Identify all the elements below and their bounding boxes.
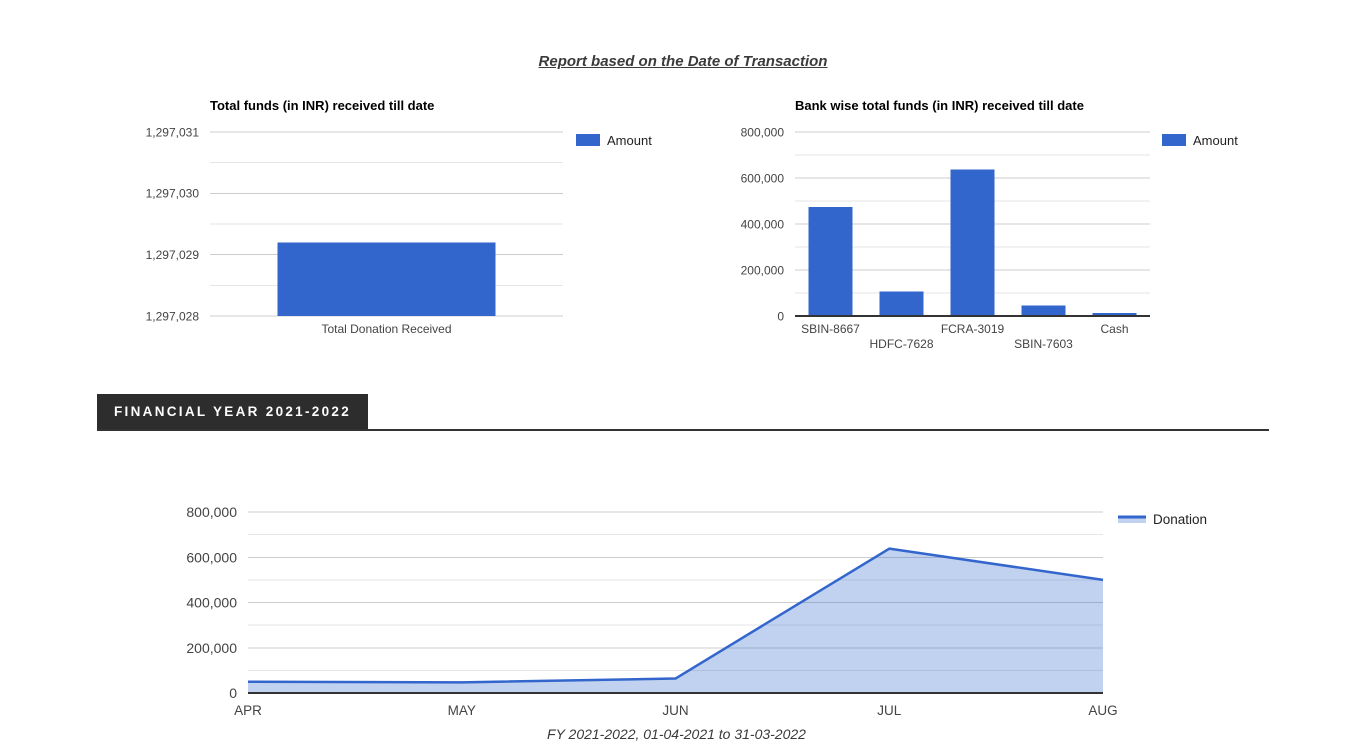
y-axis-label: 800,000 bbox=[186, 504, 237, 520]
section-divider bbox=[97, 429, 1269, 431]
x-axis-label: SBIN-8667 bbox=[801, 322, 860, 336]
y-axis-label: 1,297,029 bbox=[146, 248, 200, 262]
fy-monthly-donation-chart: 0 200,000 400,000 600,000 800,000 APR MAY JUN JU… bbox=[186, 504, 1207, 718]
y-axis-label: 200,000 bbox=[186, 640, 237, 656]
legend-swatch bbox=[1162, 134, 1186, 146]
bar-cash[interactable] bbox=[1092, 313, 1137, 316]
line-series-donation[interactable] bbox=[247, 547, 1104, 684]
financial-year-tab[interactable]: FINANCIAL YEAR 2021-2022 bbox=[97, 394, 369, 430]
y-axis-label: 1,297,031 bbox=[146, 125, 200, 139]
total-funds-chart: 1,297,028 1,297,029 1,297,030 1,297,031 Tota… bbox=[146, 98, 653, 336]
report-link[interactable]: Report based on the Date of Transaction bbox=[538, 53, 828, 70]
y-axis-label: 1,297,028 bbox=[146, 309, 200, 323]
bar-sbin-7603[interactable] bbox=[1021, 305, 1066, 316]
chart-title: Total funds (in INR) received till date bbox=[210, 98, 434, 113]
legend-label: Amount bbox=[607, 133, 652, 148]
bar-hdfc-7628[interactable] bbox=[879, 291, 924, 316]
x-axis-label: JUN bbox=[662, 703, 688, 718]
bar-sbin-8667[interactable] bbox=[808, 206, 853, 316]
x-axis-label: SBIN-7603 bbox=[1014, 337, 1073, 351]
y-axis-label: 600,000 bbox=[186, 549, 237, 565]
report-header: Report based on the Date of Transaction bbox=[0, 53, 1366, 71]
x-axis-label: AUG bbox=[1088, 703, 1117, 718]
y-axis-label: 0 bbox=[229, 685, 237, 701]
x-axis-label: MAY bbox=[448, 703, 476, 718]
y-axis-label: 600,000 bbox=[741, 171, 785, 185]
y-axis-label: 0 bbox=[777, 309, 784, 323]
legend-swatch bbox=[576, 134, 600, 146]
bar-total-donation-received[interactable] bbox=[277, 242, 496, 316]
bank-wise-funds-chart: 0 200,000 400,000 600,000 800,000 SBIN-8667 HD… bbox=[741, 98, 1239, 351]
y-axis-label: 200,000 bbox=[741, 263, 785, 277]
x-axis-label: Cash bbox=[1100, 322, 1128, 336]
y-axis-label: 800,000 bbox=[741, 125, 785, 139]
x-axis-label: HDFC-7628 bbox=[869, 337, 933, 351]
x-axis-label: FCRA-3019 bbox=[941, 322, 1005, 336]
legend-label: Donation bbox=[1153, 512, 1207, 527]
y-axis-label: 400,000 bbox=[186, 595, 237, 611]
legend-swatch bbox=[1118, 516, 1146, 523]
x-axis-label: Total Donation Received bbox=[321, 322, 451, 336]
y-axis-label: 1,297,030 bbox=[146, 187, 200, 201]
x-axis-label: APR bbox=[234, 703, 262, 718]
chart-title: Bank wise total funds (in INR) received … bbox=[795, 98, 1084, 113]
area-series-donation[interactable] bbox=[248, 548, 1103, 693]
bar-fcra-3019[interactable] bbox=[950, 169, 995, 316]
y-axis-label: 400,000 bbox=[741, 217, 785, 231]
chart-caption: FY 2021-2022, 01-04-2021 to 31-03-2022 bbox=[547, 726, 806, 742]
legend-label: Amount bbox=[1193, 133, 1238, 148]
x-axis-label: JUL bbox=[877, 703, 901, 718]
